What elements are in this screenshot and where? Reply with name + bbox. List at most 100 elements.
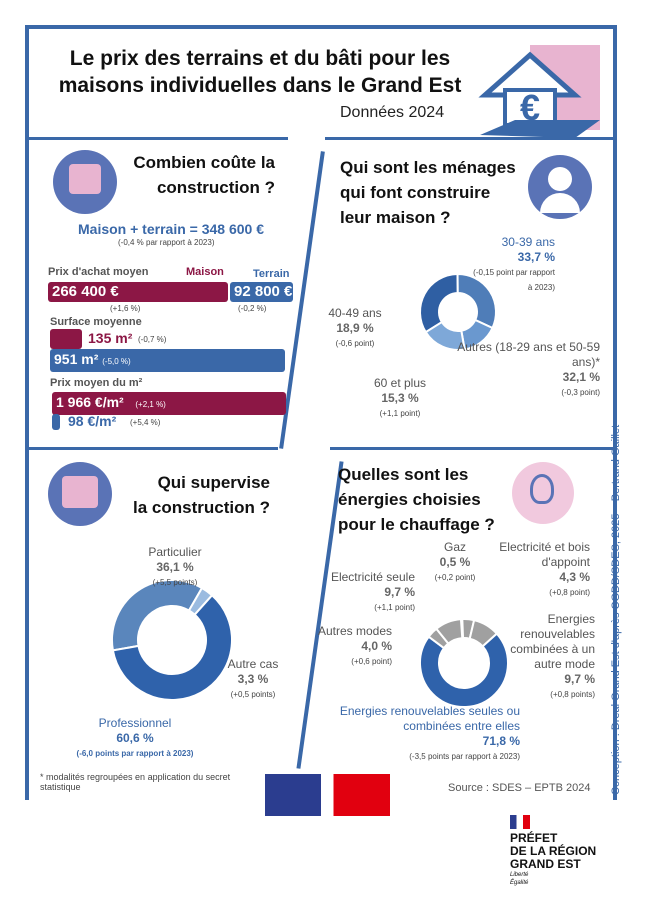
slice-label: 40-49 ans bbox=[328, 306, 382, 320]
donut-slice bbox=[424, 320, 466, 351]
slice-label: Professionnel bbox=[98, 716, 172, 730]
slice-change: (-3,5 points par rapport à 2023) bbox=[409, 752, 520, 761]
marianne-logo bbox=[265, 774, 390, 816]
total-price: Maison + terrain = 348 600 € bbox=[78, 221, 264, 237]
footnote: * modalités regroupées en application du… bbox=[40, 772, 231, 792]
maison-surface: 135 m² bbox=[88, 330, 133, 346]
slice-label: Electricité et bois d'appoint bbox=[499, 540, 590, 569]
slice-change: (-0,6 point) bbox=[335, 339, 375, 348]
slice-label: Energies renouvelables combinées à un au… bbox=[510, 612, 595, 671]
maison-surface-bar bbox=[50, 329, 82, 349]
surface-label: Surface moyenne bbox=[50, 316, 142, 328]
slice-change: (+1,1 point) bbox=[379, 409, 421, 418]
label-elec-bois: Electricité et bois d'appoint 4,3 % (+0,8 … bbox=[485, 540, 590, 600]
source: Source : SDES – EPTB 2024 bbox=[448, 782, 591, 794]
slice-change: (+0,6 point) bbox=[351, 657, 392, 666]
page-title: Le prix des terrains et du bâti pour les… bbox=[58, 47, 462, 97]
svg-text:€: € bbox=[520, 87, 540, 128]
divider bbox=[28, 137, 288, 140]
label-40-49: 40-49 ans 18,9 % (-0,6 point) bbox=[320, 306, 390, 351]
maison-m2-bar: 1 966 €/m² (+2,1 %) bbox=[52, 392, 286, 415]
slice-value: 9,7 % bbox=[384, 585, 415, 599]
slice-value: 60,6 % bbox=[116, 731, 154, 745]
title-line: leur maison ? bbox=[340, 208, 451, 227]
title-line: pour le chauffage ? bbox=[338, 515, 495, 534]
label-elec-seule: Electricité seule 9,7 % (+1,1 point) bbox=[320, 570, 415, 615]
slice-change: (+5,5 points) bbox=[152, 578, 198, 587]
divider bbox=[325, 137, 615, 140]
slice-label: 60 et plus bbox=[373, 376, 427, 390]
title-line: Qui supervise bbox=[157, 473, 270, 492]
house-euro-icon: € bbox=[478, 45, 600, 138]
terrain-surface: 951 m² bbox=[54, 351, 99, 367]
terrain-surface-change: (-5,0 %) bbox=[102, 357, 131, 366]
slice-change: (+0,8 points) bbox=[550, 690, 595, 699]
maison-surface-change: (-0,7 %) bbox=[138, 335, 167, 344]
house-hand-icon bbox=[53, 150, 117, 214]
total-change: (-0,4 % par rapport à 2023) bbox=[118, 238, 215, 247]
page-subtitle: Données 2024 bbox=[340, 104, 445, 121]
terrain-m2-change: (+5,4 %) bbox=[130, 418, 161, 427]
m2-label: Prix moyen du m² bbox=[50, 377, 143, 389]
cost-title-line: Combien coûte la bbox=[133, 153, 275, 172]
slice-change: (+0,2 point) bbox=[434, 573, 476, 582]
menages-title: Qui sont les ménages qui font construire l… bbox=[340, 155, 516, 230]
slice-label: Autre cas bbox=[227, 657, 279, 671]
slice-value: 3,3 % bbox=[237, 672, 269, 686]
donut-slice bbox=[419, 632, 509, 708]
slice-value: 4,0 % bbox=[361, 639, 392, 653]
label-gaz: Gaz 0,5 % (+0,2 point) bbox=[430, 540, 480, 585]
slice-change: (+0,5 points) bbox=[230, 690, 276, 699]
slice-value: 36,1 % bbox=[156, 560, 194, 574]
maison-price-bar: 266 400 € bbox=[48, 282, 228, 302]
label-enr-combinees: Energies renouvelables combinées à un au… bbox=[505, 612, 595, 702]
title-line: qui font construire bbox=[340, 183, 491, 202]
label-autres: Autres (18-29 ans et 50-59 ans)* 32,1 % (-… bbox=[445, 340, 600, 400]
label-professionnel: Professionnel 60,6 % (-6,0 points par rapp… bbox=[60, 716, 210, 761]
prefet-line: GRAND EST bbox=[510, 857, 581, 871]
label-enr-seules: Energies renouvelables seules ou combiné… bbox=[320, 704, 520, 764]
label-particulier: Particulier 36,1 % (+5,5 points) bbox=[130, 545, 220, 590]
terrain-surface-bar: 951 m² (-5,0 %) bbox=[50, 349, 285, 372]
slice-label: Particulier bbox=[148, 545, 202, 559]
label-autre-cas: Autre cas 3,3 % (+0,5 points) bbox=[218, 657, 288, 702]
slice-value: 18,9 % bbox=[336, 321, 374, 335]
cost-title-line: construction ? bbox=[156, 178, 275, 197]
flame-hand-icon bbox=[512, 462, 574, 524]
label-60-plus: 60 et plus 15,3 % (+1,1 point) bbox=[365, 376, 435, 421]
slice-change: (+0,8 point) bbox=[549, 588, 590, 597]
slice-change: (-0,3 point) bbox=[561, 388, 600, 397]
label-30-39: 30-39 ans 33,7 % (-0,15 point par rapport … bbox=[470, 235, 555, 295]
energie-title: Quelles sont les énergies choisies pour le… bbox=[338, 462, 495, 537]
donut-slice bbox=[111, 593, 233, 701]
supervision-title: Qui supervise la construction ? bbox=[120, 470, 270, 520]
slice-change: (+1,1 point) bbox=[374, 603, 415, 612]
donut-slice bbox=[111, 579, 204, 652]
prefet-line: PRÉFET bbox=[510, 831, 558, 845]
divider bbox=[330, 447, 615, 450]
slice-change: (-6,0 points par rapport à 2023) bbox=[76, 749, 194, 758]
price-label: Prix d'achat moyen bbox=[48, 266, 149, 278]
slice-label: Energies renouvelables seules ou combiné… bbox=[339, 704, 520, 733]
slice-label: 30-39 ans bbox=[501, 235, 555, 249]
title-line: la construction ? bbox=[133, 498, 270, 517]
maison-price-change: (+1,6 %) bbox=[110, 304, 141, 313]
terrain-m2-bar bbox=[52, 414, 60, 430]
prefet-logo: PRÉFET DE LA RÉGION GRAND EST Liberté Égalit… bbox=[510, 832, 596, 887]
title-line: Qui sont les ménages bbox=[340, 158, 516, 177]
maison-legend: Maison bbox=[186, 266, 224, 278]
donut-slice bbox=[434, 618, 464, 645]
slice-value: 33,7 % bbox=[517, 250, 555, 264]
slice-value: 15,3 % bbox=[381, 391, 419, 405]
slice-label: Gaz bbox=[443, 540, 466, 554]
person-icon bbox=[528, 155, 592, 219]
slice-label: Autres (18-29 ans et 50-59 ans)* bbox=[457, 340, 600, 369]
maison-m2: 1 966 €/m² bbox=[56, 394, 124, 410]
title-line: Quelles sont les bbox=[338, 465, 469, 484]
slice-value: 71,8 % bbox=[482, 734, 520, 748]
frame bbox=[25, 25, 617, 800]
flag-icon bbox=[510, 815, 530, 829]
credit: Conception : Dreal Grand Est d'après CGD… bbox=[610, 424, 622, 795]
slice-change: (-0,15 point par rapport à 2023) bbox=[473, 268, 555, 292]
